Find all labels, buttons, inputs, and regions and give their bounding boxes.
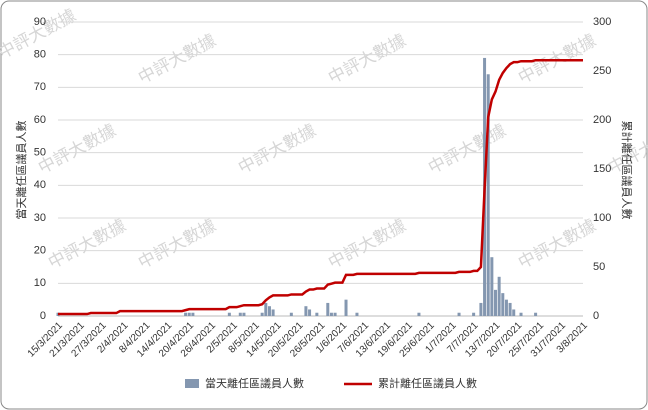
y-tick-label: 60 [34, 114, 46, 126]
bar [490, 257, 494, 316]
y-tick-label: 20 [34, 245, 46, 257]
y-tick-label: 90 [34, 16, 46, 28]
bar [486, 74, 490, 317]
bar [242, 312, 246, 316]
bar [508, 302, 512, 316]
bar [355, 312, 359, 316]
y-tick-label: 10 [34, 277, 46, 289]
bar [519, 312, 523, 316]
bar [191, 312, 195, 316]
y2-tick-label: 0 [593, 310, 599, 322]
y2-tick-label: 300 [593, 16, 611, 28]
y2-axis-label: 累計離任區議員人數 [620, 121, 634, 220]
y-tick-label: 40 [34, 179, 46, 191]
bar [187, 312, 191, 316]
bar [289, 312, 293, 316]
bar [264, 302, 268, 316]
bar [238, 312, 242, 316]
bar [267, 306, 271, 316]
bar [417, 312, 421, 316]
y-axis-label: 當天離任區議員人數 [14, 121, 28, 220]
legend-label: 累計離任區議員人數 [378, 376, 477, 390]
y-tick-label: 80 [34, 49, 46, 61]
bar [227, 312, 231, 316]
bar [304, 306, 308, 316]
legend-label: 當天離任區議員人數 [205, 376, 304, 390]
bar [333, 312, 337, 316]
bar [472, 312, 476, 316]
bar [494, 289, 497, 316]
bar [534, 312, 538, 316]
bar [497, 276, 501, 316]
y2-tick-label: 100 [593, 212, 611, 224]
bar [457, 312, 461, 316]
bar [344, 299, 348, 316]
bar [308, 309, 312, 316]
legend-item: 當天離任區議員人數 [185, 376, 304, 390]
bar [271, 309, 275, 316]
bar [512, 309, 516, 316]
bar [504, 299, 508, 316]
y-tick-label: 0 [40, 310, 46, 322]
bar [184, 312, 188, 316]
legend-swatch [185, 379, 199, 388]
bar [315, 312, 319, 316]
y2-tick-label: 150 [593, 163, 611, 175]
bar [501, 293, 505, 316]
bar [260, 312, 264, 316]
bar [326, 302, 330, 316]
y2-tick-label: 250 [593, 65, 611, 77]
bar [479, 302, 483, 316]
y-tick-label: 50 [34, 147, 46, 159]
y-tick-label: 70 [34, 81, 46, 93]
bar [329, 312, 333, 316]
y-tick-label: 30 [34, 212, 46, 224]
y2-tick-label: 200 [593, 114, 611, 126]
y2-tick-label: 50 [593, 261, 605, 273]
line [58, 58, 583, 316]
legend-item: 累計離任區議員人數 [344, 376, 477, 390]
